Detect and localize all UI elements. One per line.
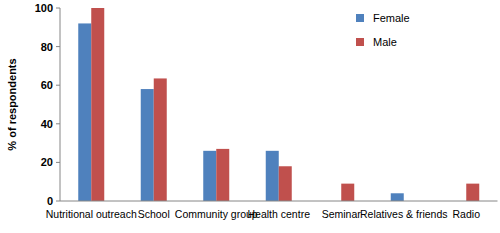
bar: [266, 151, 279, 201]
bar: [216, 149, 229, 201]
y-tick: [56, 123, 60, 124]
x-tick-label: Relatives & friends: [360, 208, 448, 220]
bar: [391, 193, 404, 201]
legend-label: Male: [373, 36, 397, 48]
x-tick-label: Nutritional outreach: [46, 208, 137, 220]
x-tick-label: Health centre: [248, 208, 311, 220]
y-tick-label: 0: [47, 195, 53, 207]
bar: [279, 166, 292, 201]
y-tick-label: 80: [41, 41, 53, 53]
y-tick: [56, 46, 60, 47]
y-tick-label: 40: [41, 118, 53, 130]
bar: [154, 78, 167, 201]
bars: [78, 8, 479, 201]
y-tick: [56, 162, 60, 163]
legend-swatch: [356, 38, 364, 46]
y-axis-line: [60, 8, 61, 201]
legend: Female Male: [356, 12, 410, 48]
x-tick-label: Seminar: [322, 208, 362, 220]
y-tick-label: 20: [41, 156, 53, 168]
y-tick-label: 60: [41, 79, 53, 91]
y-tick: [56, 85, 60, 86]
x-tick-label: School: [138, 208, 170, 220]
y-axis-label: % of respondents: [6, 58, 18, 150]
x-axis-line: [60, 201, 498, 202]
chart-svg: 0 20 40 60 80 100 Nutritional outreachSchool Co…: [0, 0, 500, 233]
y-tick: [56, 201, 60, 202]
bar: [203, 151, 216, 201]
chart-container: 0 20 40 60 80 100 Nutritional outreachSchool Co…: [0, 0, 500, 233]
x-tick-label: Community group: [175, 208, 258, 220]
bar: [141, 89, 154, 201]
bar: [466, 184, 479, 201]
bar: [341, 184, 354, 201]
legend-swatch: [356, 14, 364, 22]
legend-label: Female: [373, 12, 410, 24]
y-tick-label: 100: [35, 2, 53, 14]
y-tick: [56, 8, 60, 9]
bar: [78, 23, 91, 201]
bar: [91, 8, 104, 201]
x-tick-label: Radio: [453, 208, 481, 220]
